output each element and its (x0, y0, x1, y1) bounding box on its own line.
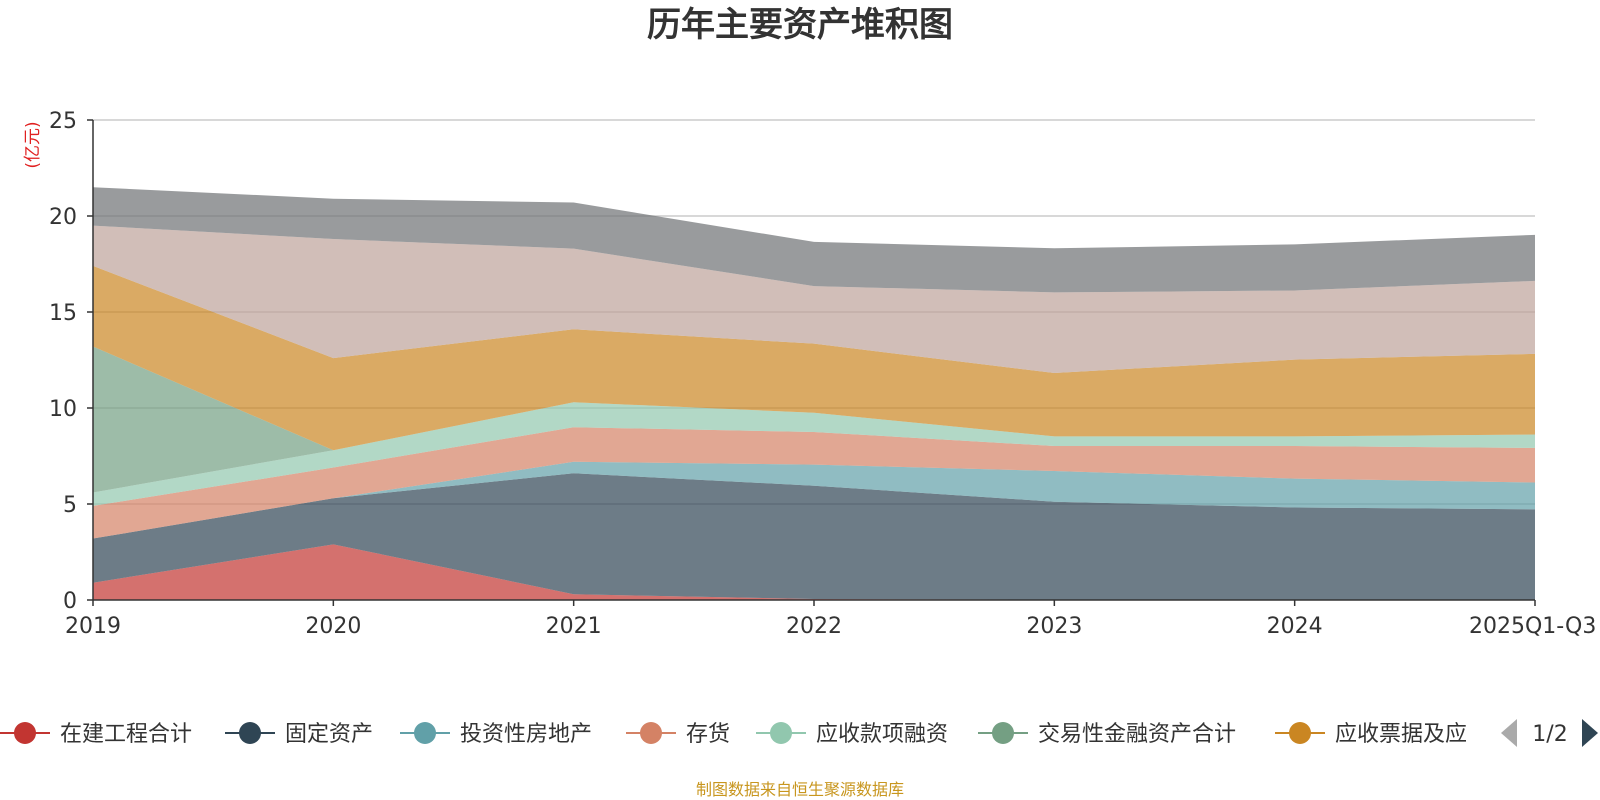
legend-marker (239, 722, 261, 744)
legend-marker (1289, 722, 1311, 744)
legend-marker (992, 722, 1014, 744)
area-存货 (93, 427, 1535, 539)
legend-label: 交易性金融资产合计 (1038, 722, 1236, 747)
x-tick-label: 2024 (1267, 614, 1323, 639)
legend-label: 投资性房地产 (460, 722, 592, 747)
y-tick-label: 0 (63, 589, 77, 614)
legend-marker (14, 722, 36, 744)
legend-item[interactable]: 交易性金融资产合计 (978, 722, 1236, 747)
legend-prev-icon[interactable] (1501, 719, 1517, 747)
legend-item[interactable]: 存货 (626, 722, 730, 747)
legend-item[interactable]: 应收款项融资 (756, 722, 948, 747)
area-应收票据及应收账款 (93, 265, 1535, 451)
area-其他资产 (93, 225, 1535, 374)
legend-label: 应收票据及应 (1335, 722, 1467, 747)
source-note: 制图数据来自恒生聚源数据库 (696, 780, 904, 799)
y-axis-unit-label: (亿元) (23, 121, 43, 168)
legend-item[interactable]: 固定资产 (225, 722, 373, 747)
y-tick-label: 20 (49, 205, 77, 230)
legend-next-icon[interactable] (1582, 719, 1598, 747)
y-tick-label: 5 (63, 493, 77, 518)
legend-label: 应收款项融资 (816, 722, 948, 747)
legend-page-indicator: 1/2 (1532, 722, 1567, 747)
area-series (93, 187, 1535, 600)
legend-marker (640, 722, 662, 744)
legend-label: 存货 (686, 722, 730, 747)
legend-item[interactable]: 在建工程合计 (0, 722, 192, 747)
legend-item[interactable]: 投资性房地产 (400, 722, 592, 747)
legend: 在建工程合计 固定资产 投资性房地产 存货 应收款项融资 交易性金融资产合计 应收票据及应 1… (0, 719, 1598, 747)
x-tick-label: 2020 (305, 614, 361, 639)
y-tick-label: 25 (49, 109, 77, 134)
axes: 0 5 10 15 20 25 2019 2020 2021 2022 2023 2024 2025Q1… (49, 109, 1596, 639)
x-tick-label: 2021 (546, 614, 602, 639)
area-投资性房地产 (93, 461, 1535, 539)
y-tick-label: 10 (49, 397, 77, 422)
area-在建工程合计 (93, 544, 1535, 600)
x-tick-label: 2023 (1026, 614, 1082, 639)
legend-label: 在建工程合计 (60, 722, 192, 747)
area-固定资产 (93, 473, 1535, 600)
x-tick-label: 2025Q1-Q3 (1469, 614, 1596, 639)
legend-item[interactable]: 应收票据及应 (1275, 722, 1467, 747)
y-tick-label: 15 (49, 301, 77, 326)
x-tick-label: 2019 (65, 614, 121, 639)
area-其他资产2 (93, 187, 1535, 293)
legend-marker (770, 722, 792, 744)
x-tick-label: 2022 (786, 614, 842, 639)
area-应收款项融资 (93, 402, 1535, 506)
legend-label: 固定资产 (285, 722, 373, 747)
legend-marker (414, 722, 436, 744)
chart-title: 历年主要资产堆积图 (647, 5, 953, 45)
